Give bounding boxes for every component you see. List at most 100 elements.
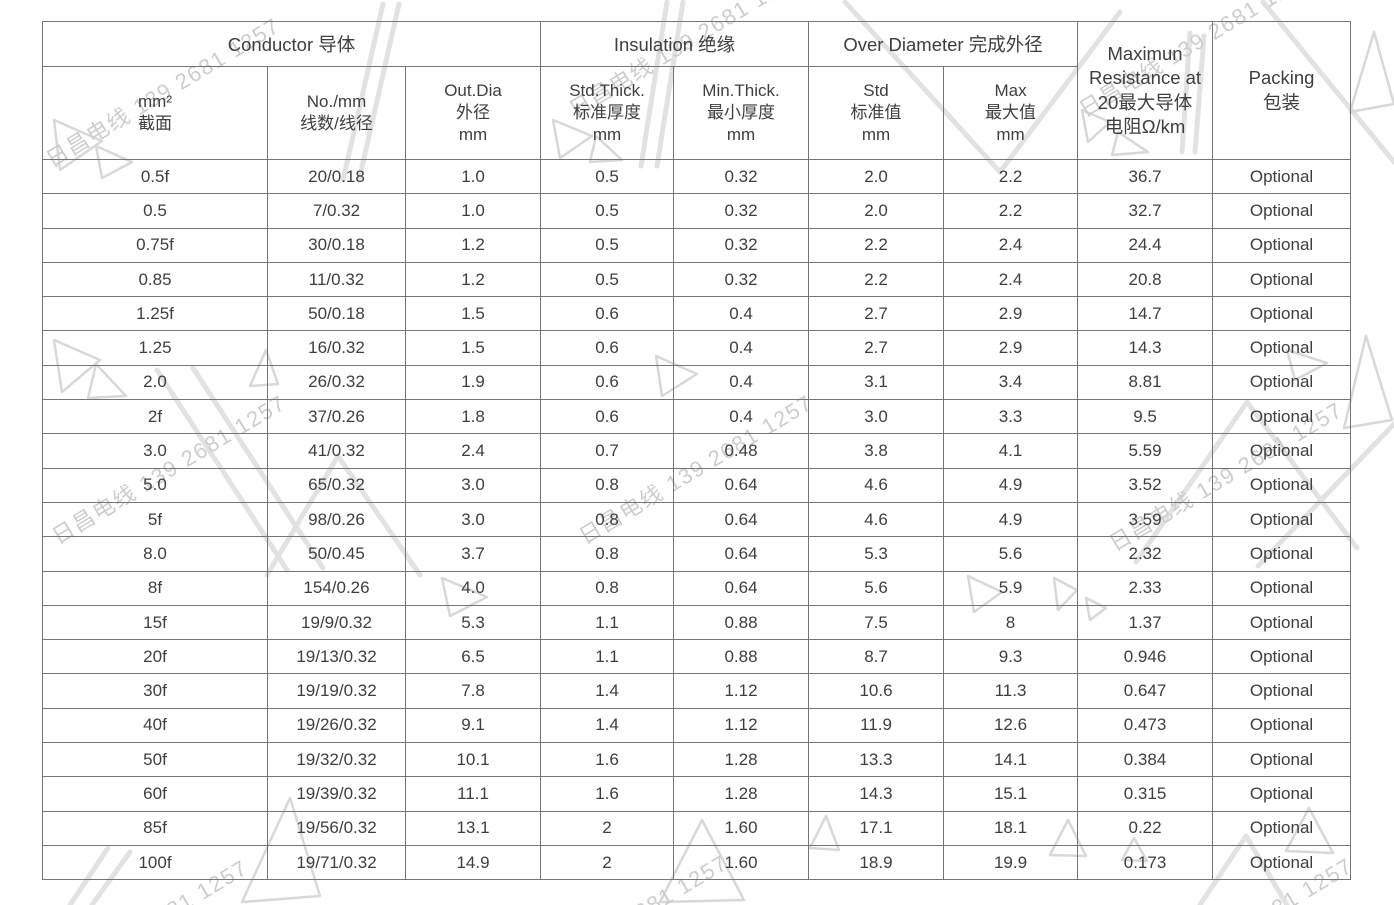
table-cell: 20/0.18 [267,158,406,195]
table-cell: 4.0 [404,570,542,606]
table-cell: 19/56/0.32 [267,810,406,846]
table-cell: 2.2 [808,227,945,263]
table-cell: 0.64 [673,467,810,503]
table-cell: 50f [42,742,268,778]
group-header-over-diameter: Over Diameter 完成外径 [808,21,1079,67]
table-cell: 1.2 [404,227,542,263]
table-cell: 14.7 [1077,296,1214,332]
table-cell: 0.32 [673,193,810,229]
table-cell: 4.6 [808,467,945,503]
table-cell: 2.32 [1077,536,1214,572]
table-row: 0.5 7/0.32 1.0 0.5 0.32 2.0 2.2 32.7 Optional [42,193,1352,229]
table-cell: 1.4 [540,707,675,744]
table-cell: Optional [1212,639,1352,675]
table-cell: 0.5 [540,193,675,229]
table-cell: 8.81 [1077,364,1214,401]
table-cell: 5.3 [808,536,945,572]
table-row: 8f 154/0.26 4.0 0.8 0.64 5.6 5.9 2.33 Optional [42,570,1352,606]
table-cell: 11/0.32 [267,261,406,298]
table-cell: Optional [1212,193,1352,229]
table-cell: 0.4 [673,399,810,435]
table-cell: 20f [42,639,268,675]
table-row: 0.85 11/0.32 1.2 0.5 0.32 2.2 2.4 20.8 Optional [42,261,1352,298]
table-cell: 1.4 [540,673,675,709]
table-cell: Optional [1212,433,1352,469]
table-cell: 30f [42,673,268,709]
table-cell: Optional [1212,399,1352,435]
table-cell: 14.3 [808,776,945,812]
table-cell: 4.9 [943,467,1079,503]
column-header-std-thickness: Std.Thick. 标准厚度 mm [540,66,675,160]
table-cell: 1.0 [404,158,542,195]
table-cell: 3.52 [1077,467,1214,503]
table-cell: 19/26/0.32 [267,707,406,744]
table-cell: 2.2 [943,193,1079,229]
table-cell: 0.5f [42,158,268,195]
table-cell: 0.85 [42,261,268,298]
table-cell: 2.4 [943,227,1079,263]
table-row: 2f 37/0.26 1.8 0.6 0.4 3.0 3.3 9.5 Optional [42,399,1352,435]
table-cell: Optional [1212,158,1352,195]
table-cell: 60f [42,776,268,812]
table-cell: 19/13/0.32 [267,639,406,675]
table-cell: 2.9 [943,330,1079,366]
table-cell: 0.647 [1077,673,1214,709]
table-cell: 30/0.18 [267,227,406,263]
table-cell: Optional [1212,227,1352,263]
table-cell: 26/0.32 [267,364,406,401]
table-cell: Optional [1212,742,1352,778]
table-cell: 50/0.45 [267,536,406,572]
table-cell: Optional [1212,707,1352,744]
table-cell: 1.5 [404,330,542,366]
table-cell: 0.6 [540,296,675,332]
table-cell: 2.7 [808,330,945,366]
table-cell: 1.12 [673,707,810,744]
table-cell: 15.1 [943,776,1079,812]
table-cell: 1.1 [540,604,675,641]
table-cell: 1.60 [673,810,810,846]
table-cell: 0.8 [540,536,675,572]
table-cell: 13.3 [808,742,945,778]
table-row: 2.0 26/0.32 1.9 0.6 0.4 3.1 3.4 8.81 Optional [42,364,1352,401]
table-cell: 2.7 [808,296,945,332]
table-cell: 17.1 [808,810,945,846]
table-cell: 0.8 [540,467,675,503]
column-header-packing: Packing 包装 [1212,21,1352,160]
table-cell: 40f [42,707,268,744]
table-cell: 19/39/0.32 [267,776,406,812]
table-row: 1.25 16/0.32 1.5 0.6 0.4 2.7 2.9 14.3 Optional [42,330,1352,366]
table-cell: 8 [943,604,1079,641]
table-cell: 4.9 [943,501,1079,538]
table-cell: 5.6 [808,570,945,606]
table-cell: 9.1 [404,707,542,744]
table-cell: 7.8 [404,673,542,709]
table-cell: Optional [1212,536,1352,572]
table-cell: 1.0 [404,193,542,229]
table-cell: 12.6 [943,707,1079,744]
table-row: 20f 19/13/0.32 6.5 1.1 0.88 8.7 9.3 0.946 Option… [42,639,1352,675]
table-cell: 50/0.18 [267,296,406,332]
table-cell: Optional [1212,330,1352,366]
table-cell: 16/0.32 [267,330,406,366]
table-cell: 1.2 [404,261,542,298]
table-cell: 0.32 [673,261,810,298]
table-cell: 19/71/0.32 [267,844,406,881]
table-cell: 0.88 [673,604,810,641]
table-cell: 1.25 [42,330,268,366]
table-cell: 11.1 [404,776,542,812]
table-row: 15f 19/9/0.32 5.3 1.1 0.88 7.5 8 1.37 Optional [42,604,1352,641]
table-cell: 2.2 [808,261,945,298]
table-cell: Optional [1212,261,1352,298]
table-cell: 14.9 [404,844,542,881]
table-cell: 2.2 [943,158,1079,195]
table-cell: 5.9 [943,570,1079,606]
table-row: 50f 19/32/0.32 10.1 1.6 1.28 13.3 14.1 0.384 Opt… [42,742,1352,778]
table-cell: 0.6 [540,364,675,401]
table-cell: 0.75f [42,227,268,263]
table-cell: 6.5 [404,639,542,675]
table-cell: 11.3 [943,673,1079,709]
table-cell: 14.3 [1077,330,1214,366]
table-cell: 8f [42,570,268,606]
table-cell: Optional [1212,844,1352,881]
